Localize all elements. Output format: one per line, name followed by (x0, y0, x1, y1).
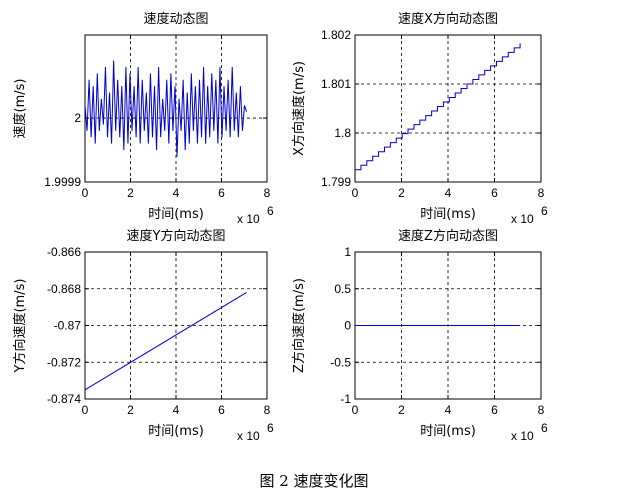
chart-title: 速度动态图 (143, 11, 208, 27)
y-tick-label: -0.5 (330, 355, 351, 369)
series-line (84, 291, 247, 391)
x-tick-label: 0 (82, 403, 89, 417)
x-tick-label: 8 (538, 403, 545, 417)
y-axis-label: X方向速度(m/s) (291, 61, 307, 156)
y-tick-label: -1 (340, 392, 351, 406)
y-axis-label: 速度(m/s) (12, 79, 28, 139)
x-tick-label: 2 (398, 403, 405, 417)
series-line (84, 60, 248, 157)
x-exponent-power: 6 (267, 204, 274, 218)
x-axis-label: 时间(ms) (148, 424, 204, 439)
x-tick-label: 2 (127, 186, 134, 200)
x-tick-label: 6 (491, 403, 498, 417)
y-tick-label: 1 (344, 245, 351, 259)
x-axis-label: 时间(ms) (420, 207, 476, 222)
y-tick-label: 1.801 (321, 77, 351, 91)
x-tick-label: 4 (445, 403, 452, 417)
x-tick-label: 2 (398, 186, 405, 200)
y-tick-label: -0.87 (54, 319, 82, 333)
x-tick-label: 2 (127, 403, 134, 417)
chart-title: 速度Y方向动态图 (127, 228, 226, 244)
figure-caption: 图 2 速度变化图 (259, 472, 369, 490)
x-tick-label: 4 (173, 403, 180, 417)
x-exponent-label: x 10 (237, 212, 260, 226)
y-tick-label: 1.799 (321, 175, 351, 189)
y-tick-label: 0 (344, 319, 351, 333)
x-exponent-power: 6 (267, 421, 274, 435)
x-exponent-label: x 10 (237, 429, 260, 443)
x-tick-label: 4 (173, 186, 180, 200)
y-tick-label: 2 (74, 111, 81, 125)
y-tick-label: -0.866 (47, 245, 81, 259)
y-tick-label: -0.872 (47, 355, 81, 369)
x-exponent-power: 6 (541, 421, 548, 435)
y-tick-label: -0.868 (47, 282, 81, 296)
chart-title: 速度Z方向动态图 (398, 228, 498, 244)
x-axis-label: 时间(ms) (420, 424, 476, 439)
x-tick-label: 8 (538, 186, 545, 200)
x-tick-label: 6 (218, 403, 225, 417)
y-tick-label: 1.9999 (44, 175, 81, 189)
x-tick-label: 6 (218, 186, 225, 200)
y-tick-label: 1.8 (334, 126, 351, 140)
y-axis-label: Y方向速度(m/s) (12, 279, 28, 374)
x-tick-label: 8 (264, 403, 271, 417)
x-tick-label: 0 (82, 186, 89, 200)
x-tick-label: 4 (445, 186, 452, 200)
y-tick-label: 1.802 (321, 28, 351, 42)
y-axis-label: Z方向速度(m/s) (291, 278, 307, 373)
x-exponent-power: 6 (541, 204, 548, 218)
x-tick-label: 0 (352, 403, 359, 417)
series-line (355, 43, 521, 171)
chart-title: 速度X方向动态图 (398, 11, 498, 27)
x-tick-label: 0 (352, 186, 359, 200)
y-tick-label: 0.5 (334, 282, 351, 296)
x-exponent-label: x 10 (511, 212, 534, 226)
x-exponent-label: x 10 (511, 429, 534, 443)
x-tick-label: 8 (264, 186, 271, 200)
y-tick-label: -0.874 (47, 392, 81, 406)
x-axis-label: 时间(ms) (148, 207, 204, 222)
x-tick-label: 6 (491, 186, 498, 200)
chart-3: 0 2 4 6 8 -0.874 -0.872 -0.87 -0.868 -0.866 速度Y方向动… (12, 228, 274, 443)
